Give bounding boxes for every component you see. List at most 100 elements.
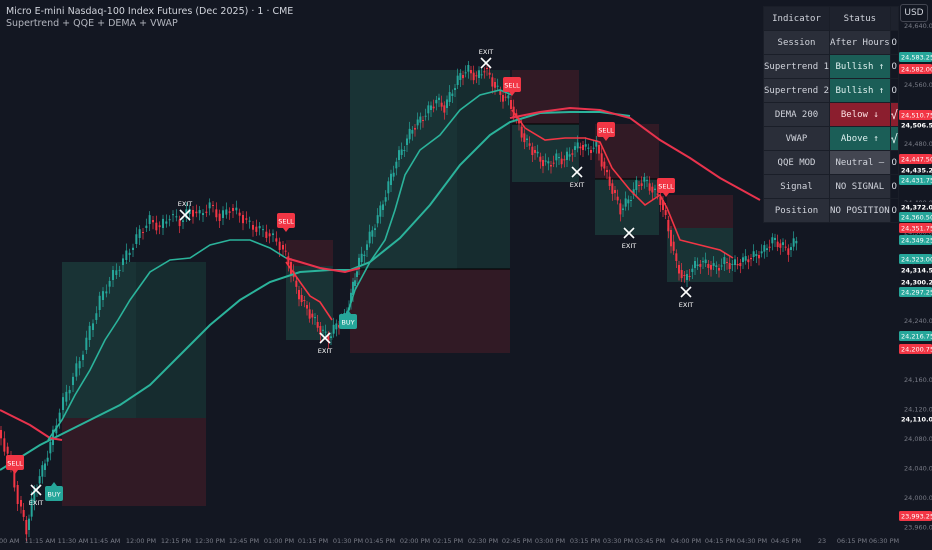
candle-body [643, 176, 646, 182]
candle-body [598, 145, 600, 154]
indicator-name-cell: Supertrend 1 [762, 54, 831, 79]
time-tick-label: 01:00 PM [264, 537, 294, 545]
exit-signal-marker[interactable]: EXIT [318, 332, 332, 355]
candle-body [443, 105, 446, 113]
candle-body [659, 196, 662, 205]
price-badge [899, 254, 932, 264]
candle-body [678, 265, 680, 274]
candle-body [558, 157, 560, 159]
time-tick-label: 01:15 PM [298, 537, 328, 545]
sell-signal-marker[interactable]: SELL [503, 77, 521, 96]
price-badge [899, 223, 932, 233]
candle-body [303, 300, 306, 301]
candle-body [686, 274, 688, 280]
sell-label-box [503, 77, 521, 92]
candle-body [507, 95, 510, 99]
indicator-name-cell: Position [762, 198, 831, 223]
exit-x-icon [179, 209, 191, 221]
time-tick-label: 23 [818, 537, 826, 545]
exit-x-icon [623, 227, 635, 239]
exit-signal-marker[interactable]: EXIT [570, 166, 584, 189]
sell-signal-marker[interactable]: SELL [597, 122, 615, 141]
candle-body [680, 270, 683, 279]
candle-body [534, 150, 536, 153]
buy-signal-marker[interactable]: BUY [339, 310, 357, 329]
indicator-status-cell: NO SIGNAL [829, 174, 891, 199]
candle-body [354, 280, 356, 286]
price-badge [899, 154, 932, 164]
exit-signal-marker[interactable]: EXIT [622, 227, 636, 250]
candle-body [245, 218, 248, 220]
exit-signal-marker[interactable]: EXIT [679, 286, 693, 309]
candle-body [736, 264, 739, 266]
exit-label: EXIT [318, 347, 332, 355]
candle-body [148, 215, 151, 224]
indicator-mark-cell: O [889, 30, 899, 55]
candle-body [68, 389, 71, 394]
candle-body [768, 246, 771, 248]
supertrend-bear-line [285, 109, 734, 321]
candle-body [398, 150, 400, 160]
exit-signal-marker[interactable]: EXIT [178, 200, 192, 221]
buy-signal-marker[interactable]: BUY [45, 482, 63, 501]
candle-body [152, 220, 154, 223]
candle-body [202, 213, 204, 215]
candle-body [427, 105, 430, 114]
candle-body [411, 130, 414, 134]
price-badge-label: 24,323.00 [901, 256, 932, 264]
candle-body [590, 150, 592, 154]
candle-body [215, 209, 218, 218]
time-tick-label: 02:45 PM [502, 537, 532, 545]
price-badge-label: 24,447.50 [901, 156, 932, 164]
indicator-name[interactable]: Supertrend + QQE + DEMA + VWAP [6, 18, 178, 29]
candle-body [488, 72, 491, 75]
time-tick-label: 02:15 PM [433, 537, 463, 545]
price-axis[interactable]: 24,640.0024,600.0024,560.0024,520.0024,4… [899, 22, 932, 532]
sell-label: SELL [7, 460, 23, 468]
price-badge-label: 24,216.75 [901, 333, 932, 341]
candle-body [552, 162, 555, 164]
indicator-name-cell: VWAP [762, 126, 831, 151]
candle-body [33, 489, 36, 504]
sell-signal-marker[interactable]: SELL [6, 455, 24, 474]
sell-label: SELL [278, 218, 294, 226]
candle-body [544, 160, 547, 162]
candle-body [284, 250, 287, 252]
candle-body [475, 75, 478, 77]
time-tick-label: 06:30 PM [869, 537, 899, 545]
exit-signal-marker[interactable]: EXIT [479, 48, 493, 69]
candle-body [232, 208, 234, 211]
candle-body [763, 245, 766, 252]
exit-signal-marker[interactable]: EXIT [29, 484, 43, 507]
candle-body [608, 176, 611, 186]
candle-body [132, 247, 134, 250]
candle-body [125, 250, 128, 260]
candle-body [611, 183, 614, 194]
indicator-name-cell: Session [762, 30, 831, 55]
currency-button[interactable]: USD [900, 4, 928, 22]
candle-body [683, 275, 686, 276]
candle-body [382, 204, 384, 210]
candle-body [300, 295, 303, 303]
sell-signal-marker[interactable]: SELL [657, 178, 675, 197]
candle-body [667, 220, 670, 232]
time-tick-label: 04:00 PM [671, 537, 701, 545]
time-tick-label: 11:30 AM [58, 537, 89, 545]
candle-body [222, 210, 224, 218]
sell-signal-marker[interactable]: SELL [277, 213, 295, 232]
symbol-title[interactable]: Micro E-mini Nasdaq-100 Index Futures (D… [6, 6, 294, 17]
time-tick-label: 03:45 PM [635, 537, 665, 545]
candle-body [656, 193, 659, 196]
candle-body [555, 153, 558, 161]
candle-body [252, 225, 254, 230]
candle-body [739, 263, 742, 267]
candle-body [327, 335, 330, 342]
candle-body [566, 151, 568, 160]
candle-body [387, 181, 390, 194]
supertrend-bull-line [47, 89, 513, 441]
price-badge [899, 120, 932, 130]
zone-short-loss-2 [286, 240, 333, 266]
candle-body [95, 313, 98, 320]
table-row: QQE MOD Neutral – O [762, 150, 899, 175]
